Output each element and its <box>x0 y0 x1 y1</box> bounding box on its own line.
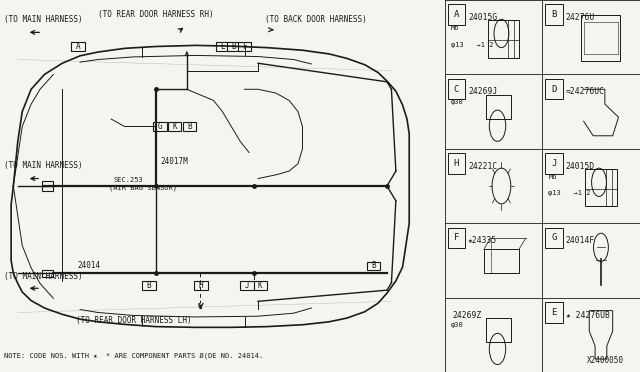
Text: K: K <box>173 122 177 131</box>
Text: H: H <box>199 281 204 290</box>
Text: B: B <box>187 122 192 131</box>
Text: J: J <box>244 281 249 290</box>
Text: 24221C: 24221C <box>468 162 497 171</box>
Bar <box>142 281 156 290</box>
Text: ★24335: ★24335 <box>468 236 497 245</box>
Bar <box>486 95 511 119</box>
Bar <box>545 4 563 25</box>
Text: A: A <box>76 42 80 51</box>
Text: E: E <box>552 308 557 317</box>
Text: NOTE: CODE NOS. WITH ★  * ARE COMPONENT PARTS Ø(DE NO. 24014.: NOTE: CODE NOS. WITH ★ * ARE COMPONENT P… <box>4 352 264 359</box>
Text: B: B <box>552 10 557 19</box>
Bar <box>183 122 196 131</box>
Text: H: H <box>454 159 459 168</box>
Text: (TO MAIN HARNESS): (TO MAIN HARNESS) <box>4 15 83 24</box>
Text: X2400050: X2400050 <box>588 356 625 365</box>
Text: G: G <box>552 233 557 243</box>
Text: F: F <box>243 42 247 51</box>
Text: A: A <box>454 10 459 19</box>
Bar <box>545 79 563 99</box>
Bar <box>71 42 84 51</box>
Text: SEC.253: SEC.253 <box>113 177 143 183</box>
Text: φ13   →1 2: φ13 →1 2 <box>548 190 591 196</box>
Bar <box>448 153 465 174</box>
Bar <box>448 228 465 248</box>
Text: B: B <box>371 262 376 270</box>
Text: φ30: φ30 <box>451 99 463 105</box>
Text: D: D <box>552 84 557 94</box>
Text: (AIR BAG SENSOR): (AIR BAG SENSOR) <box>109 185 177 191</box>
Text: ★ 24276UB: ★ 24276UB <box>566 311 610 320</box>
Text: K: K <box>258 281 262 290</box>
Bar <box>448 4 465 25</box>
Text: φ13   →1 2: φ13 →1 2 <box>451 42 493 48</box>
Text: (TO MAIN HARNESS): (TO MAIN HARNESS) <box>4 161 83 170</box>
Bar <box>42 270 53 277</box>
Bar <box>227 42 240 51</box>
Text: 24017M: 24017M <box>160 157 188 166</box>
Bar <box>168 122 182 131</box>
Text: 24269J: 24269J <box>468 87 497 96</box>
Text: (TO BACK DOOR HARNESS): (TO BACK DOOR HARNESS) <box>265 15 367 24</box>
Text: ≂24276UC: ≂24276UC <box>566 87 605 96</box>
Text: 24015G: 24015G <box>468 13 497 22</box>
Text: B: B <box>147 281 151 290</box>
Text: 24269Z: 24269Z <box>452 311 482 320</box>
Text: F: F <box>454 233 459 243</box>
Bar <box>195 281 208 290</box>
Text: φ30: φ30 <box>451 323 463 328</box>
Bar <box>42 181 53 191</box>
Text: J: J <box>552 159 557 168</box>
Bar <box>154 122 167 131</box>
Text: G: G <box>158 122 163 131</box>
Text: (TO REAR DOOR HARNESS RH): (TO REAR DOOR HARNESS RH) <box>98 10 214 19</box>
Text: 24014: 24014 <box>78 261 101 270</box>
Bar <box>240 281 253 290</box>
Text: E: E <box>220 42 225 51</box>
Text: C: C <box>454 84 459 94</box>
Bar <box>216 42 228 51</box>
Text: (TO REAR DOOR HARNESS LH): (TO REAR DOOR HARNESS LH) <box>76 317 191 326</box>
Text: M6: M6 <box>451 25 459 31</box>
Bar <box>586 169 616 206</box>
Text: 24015D: 24015D <box>566 162 595 171</box>
Text: 24014F: 24014F <box>566 236 595 245</box>
Bar <box>448 79 465 99</box>
Bar <box>367 262 380 270</box>
Text: 24276U: 24276U <box>566 13 595 22</box>
Text: B: B <box>231 42 236 51</box>
Bar <box>545 153 563 174</box>
Bar <box>484 249 519 273</box>
Bar <box>488 20 519 58</box>
Bar <box>545 228 563 248</box>
Text: (TO MAIN HARNESS): (TO MAIN HARNESS) <box>4 272 83 281</box>
Bar <box>239 42 251 51</box>
Bar <box>545 302 563 323</box>
Text: M6: M6 <box>548 174 557 180</box>
Bar <box>486 318 511 342</box>
Bar <box>253 281 267 290</box>
